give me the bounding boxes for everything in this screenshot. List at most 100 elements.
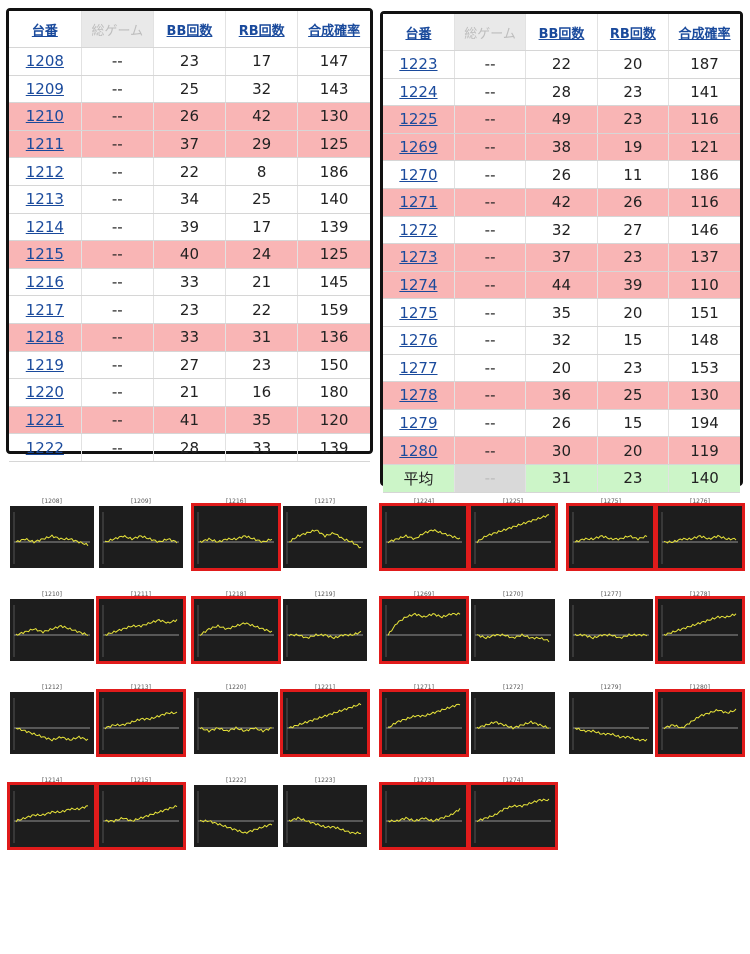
graph-label: [1220] — [226, 684, 246, 691]
slump-graph[interactable]: [1269] — [379, 591, 469, 664]
slump-graph[interactable]: [1272] — [469, 684, 557, 754]
rb-count-cell: 33 — [225, 433, 299, 462]
slump-graph[interactable]: [1274] — [468, 777, 558, 850]
machine-number-link[interactable]: 1277 — [399, 358, 438, 377]
total-games-cell: -- — [81, 295, 154, 324]
slump-graph[interactable]: [1275] — [566, 498, 656, 571]
slump-graph[interactable]: [1273] — [379, 777, 469, 850]
slump-graph[interactable]: [1214] — [7, 777, 97, 850]
machine-number-cell: 1272 — [383, 216, 455, 245]
machine-number-link[interactable]: 1272 — [399, 220, 438, 239]
machine-number-link[interactable]: 1210 — [25, 107, 64, 126]
rate-cell: 139 — [297, 433, 370, 462]
graph-line — [387, 529, 461, 544]
machine-number-link[interactable]: 1214 — [25, 217, 64, 236]
slump-graph[interactable]: [1270] — [469, 591, 557, 661]
machine-number-link[interactable]: 1216 — [25, 273, 64, 292]
machine-number-link[interactable]: 1278 — [399, 386, 438, 405]
graph-label: [1275] — [601, 498, 621, 505]
bb-count-cell: 22 — [525, 50, 598, 79]
col-header-bb[interactable]: BB回数 — [153, 11, 227, 48]
total-games-cell: -- — [81, 47, 154, 76]
slump-graph[interactable]: [1271] — [379, 684, 469, 757]
machine-number-link[interactable]: 1270 — [399, 165, 438, 184]
machine-number-link[interactable]: 1219 — [25, 355, 64, 374]
bb-count-cell: 33 — [153, 323, 227, 352]
slump-graph[interactable]: [1215] — [96, 777, 186, 850]
slump-graph[interactable]: [1210] — [8, 591, 96, 661]
machine-number-cell: 1270 — [383, 160, 455, 189]
col-header-machine[interactable]: 台番 — [9, 11, 82, 48]
machine-number-cell: 1217 — [9, 295, 82, 324]
slump-graph[interactable]: [1216] — [191, 498, 281, 571]
slump-graph[interactable]: [1218] — [191, 591, 281, 664]
col-header-rb[interactable]: RB回数 — [225, 11, 299, 48]
bb-count-cell: 37 — [153, 130, 227, 159]
slump-graph[interactable]: [1278] — [655, 591, 745, 664]
total-games-cell: -- — [454, 105, 527, 134]
machine-number-link[interactable]: 1273 — [399, 248, 438, 267]
table-row: 1276 -- 32 15 148 — [383, 326, 740, 355]
machine-number-link[interactable]: 1280 — [399, 441, 438, 460]
graph-plot — [96, 689, 186, 757]
table-row: 1210 -- 26 42 130 — [9, 102, 370, 131]
slump-graph[interactable]: [1225] — [468, 498, 558, 571]
machine-number-link[interactable]: 1211 — [25, 135, 64, 154]
machine-number-link[interactable]: 1209 — [25, 79, 64, 98]
graph-label: [1219] — [315, 591, 335, 598]
slump-graph[interactable]: [1209] — [97, 498, 185, 568]
table-row: 1209 -- 25 32 143 — [9, 75, 370, 104]
machine-number-link[interactable]: 1223 — [399, 55, 438, 74]
slump-graph[interactable]: [1217] — [281, 498, 369, 568]
machine-number-link[interactable]: 1213 — [25, 190, 64, 209]
slump-graph[interactable]: [1208] — [8, 498, 96, 568]
machine-number-link[interactable]: 1208 — [25, 52, 64, 71]
rate-cell: 150 — [297, 351, 370, 380]
machine-number-link[interactable]: 1279 — [399, 414, 438, 433]
machine-number-link[interactable]: 1221 — [25, 411, 64, 430]
slump-graph[interactable]: [1211] — [96, 591, 186, 664]
bb-count-cell: 21 — [153, 378, 227, 407]
average-total: -- — [454, 464, 527, 493]
col-header-rate[interactable]: 合成確率 — [668, 14, 740, 51]
graph-plot — [655, 596, 745, 664]
slump-graph[interactable]: [1280] — [655, 684, 745, 757]
machine-number-link[interactable]: 1225 — [399, 110, 438, 129]
machine-number-link[interactable]: 1218 — [25, 328, 64, 347]
bb-count-cell: 37 — [525, 243, 598, 272]
machine-number-link[interactable]: 1276 — [399, 331, 438, 350]
machine-number-link[interactable]: 1224 — [399, 82, 438, 101]
rate-cell: 151 — [668, 298, 740, 327]
slump-graph[interactable]: [1222] — [192, 777, 280, 847]
slump-graph[interactable]: [1276] — [655, 498, 745, 571]
machine-number-link[interactable]: 1215 — [25, 245, 64, 264]
slump-graph[interactable]: [1223] — [281, 777, 369, 847]
rb-count-cell: 17 — [225, 213, 299, 242]
col-header-rb[interactable]: RB回数 — [597, 14, 670, 51]
slump-graph[interactable]: [1212] — [8, 684, 96, 754]
slump-graph[interactable]: [1221] — [280, 684, 370, 757]
slump-graph[interactable]: [1277] — [567, 591, 655, 661]
machine-number-link[interactable]: 1217 — [25, 300, 64, 319]
col-header-total-games: 総ゲーム — [81, 11, 154, 48]
graph-line — [199, 535, 273, 544]
slump-graph[interactable]: [1213] — [96, 684, 186, 757]
bb-count-cell: 32 — [525, 216, 598, 245]
machine-number-link[interactable]: 1212 — [25, 162, 64, 181]
slump-graph[interactable]: [1279] — [567, 684, 655, 754]
machine-number-link[interactable]: 1220 — [25, 383, 64, 402]
slump-graph[interactable]: [1220] — [192, 684, 280, 754]
machine-number-link[interactable]: 1222 — [25, 438, 64, 457]
slump-graph[interactable]: [1224] — [379, 498, 469, 571]
machine-number-link[interactable]: 1275 — [399, 303, 438, 322]
col-header-machine[interactable]: 台番 — [383, 14, 455, 51]
col-header-rate[interactable]: 合成確率 — [297, 11, 370, 48]
bb-count-cell: 25 — [153, 75, 227, 104]
graph-label: [1208] — [42, 498, 62, 505]
machine-number-link[interactable]: 1269 — [399, 138, 438, 157]
rb-count-cell: 26 — [597, 188, 670, 217]
slump-graph[interactable]: [1219] — [281, 591, 369, 661]
machine-number-link[interactable]: 1274 — [399, 276, 438, 295]
col-header-bb[interactable]: BB回数 — [525, 14, 598, 51]
machine-number-link[interactable]: 1271 — [399, 193, 438, 212]
